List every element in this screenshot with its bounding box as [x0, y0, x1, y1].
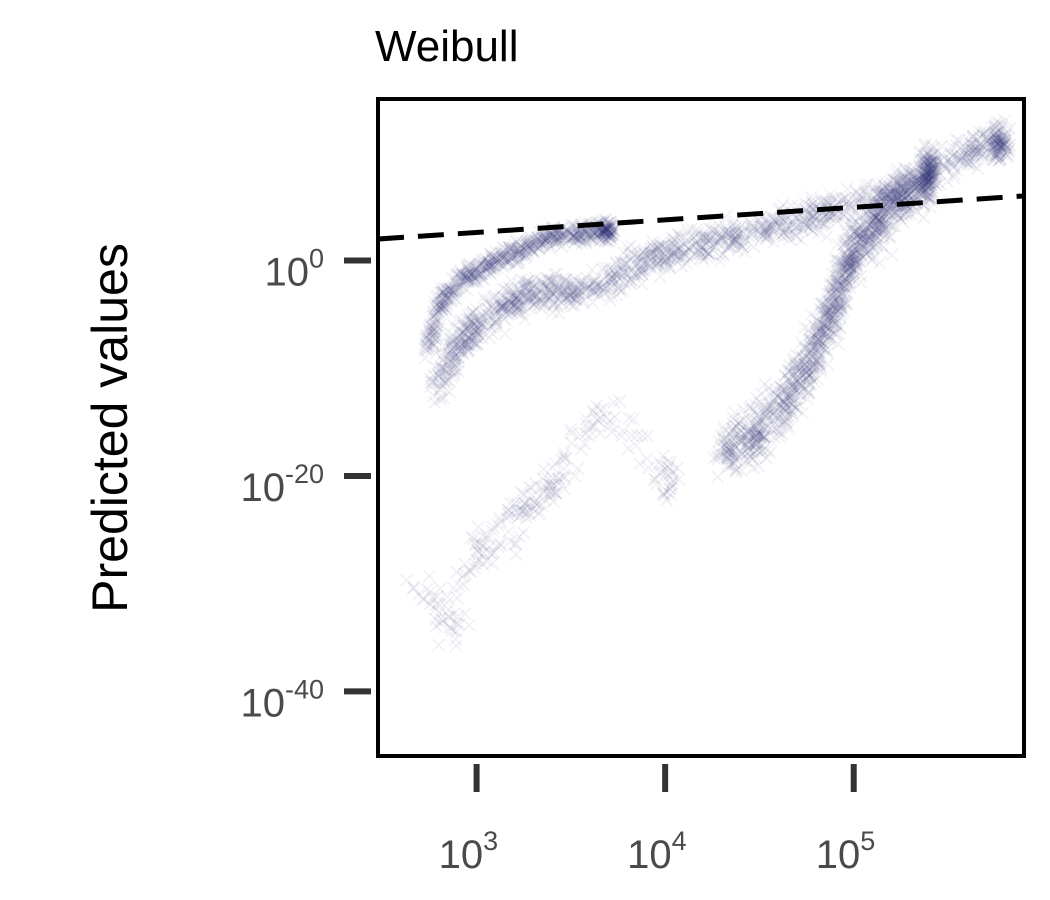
scatter-point — [443, 305, 487, 359]
scatter-point — [502, 487, 547, 540]
scatter-point — [798, 285, 844, 388]
scatter-point — [799, 182, 863, 244]
scatter-series — [707, 137, 943, 484]
y-tick-label: 100 — [264, 244, 324, 295]
scatter-point — [514, 472, 572, 514]
scatter-point — [460, 280, 519, 349]
scatter-point — [557, 394, 627, 460]
scatter-point — [418, 294, 451, 365]
y-tick-exponent: -20 — [285, 459, 324, 489]
y-tick-base: 10 — [264, 251, 309, 295]
scatter-point — [521, 267, 582, 320]
x-tick-label: 103 — [439, 826, 499, 877]
scatter-point — [899, 133, 980, 213]
x-tick-base: 10 — [816, 833, 861, 877]
scatter-point — [423, 329, 472, 409]
x-tick-exponent: 5 — [860, 826, 875, 856]
scatter-point — [850, 179, 899, 270]
scatter-point — [890, 145, 941, 225]
scatter-point — [602, 238, 663, 307]
x-tick-exponent: 4 — [672, 826, 687, 856]
scatter-point — [456, 511, 507, 584]
scatter-point — [466, 246, 510, 289]
y-tick-base: 10 — [240, 466, 285, 510]
scatter-point — [555, 261, 619, 313]
chart-title: Weibull — [375, 22, 518, 71]
y-tick-exponent: -40 — [285, 674, 324, 704]
y-tick-label: 10-20 — [240, 459, 324, 510]
scatter-point — [399, 569, 464, 652]
scatter-point — [912, 137, 943, 214]
scatter-point — [707, 399, 769, 484]
scatter-point — [476, 503, 535, 570]
scatter-point — [816, 248, 858, 351]
x-axis-ticks: 103 104 105 — [439, 764, 876, 877]
scatter-point — [982, 113, 1017, 168]
scatter-points — [399, 113, 1017, 653]
reference-dashed-line — [378, 193, 1024, 242]
y-axis-label: Predicted values — [82, 243, 138, 613]
scatter-point — [432, 557, 477, 653]
x-tick-base: 10 — [627, 833, 672, 877]
y-tick-base: 10 — [240, 681, 285, 725]
scatter-point — [428, 268, 468, 316]
scatter-point — [956, 119, 1014, 176]
scatter-point — [635, 227, 692, 284]
scatter-point — [448, 257, 488, 297]
y-tick-exponent: 0 — [309, 244, 324, 274]
x-tick-exponent: 3 — [483, 826, 498, 856]
x-tick-label: 105 — [816, 826, 876, 877]
scatter-point — [531, 443, 588, 510]
scatter-point — [830, 204, 874, 299]
scatter-point — [495, 271, 546, 326]
scatter-point — [743, 374, 797, 473]
x-tick-label: 104 — [627, 826, 687, 877]
plot-frame — [376, 97, 1026, 758]
scatter-point — [486, 234, 531, 272]
scatter-point — [754, 196, 822, 249]
scatter-point — [775, 320, 827, 433]
scatter-point — [706, 210, 781, 259]
scatter-point — [509, 225, 553, 265]
scatter-series — [399, 394, 686, 653]
scatter-point — [648, 454, 686, 507]
y-tick-label: 10-40 — [240, 674, 324, 725]
scatter-point — [664, 210, 735, 270]
scatter-series — [423, 113, 1017, 409]
scatter-point — [603, 395, 679, 496]
x-tick-base: 10 — [439, 833, 484, 877]
scatter-point — [594, 212, 622, 249]
